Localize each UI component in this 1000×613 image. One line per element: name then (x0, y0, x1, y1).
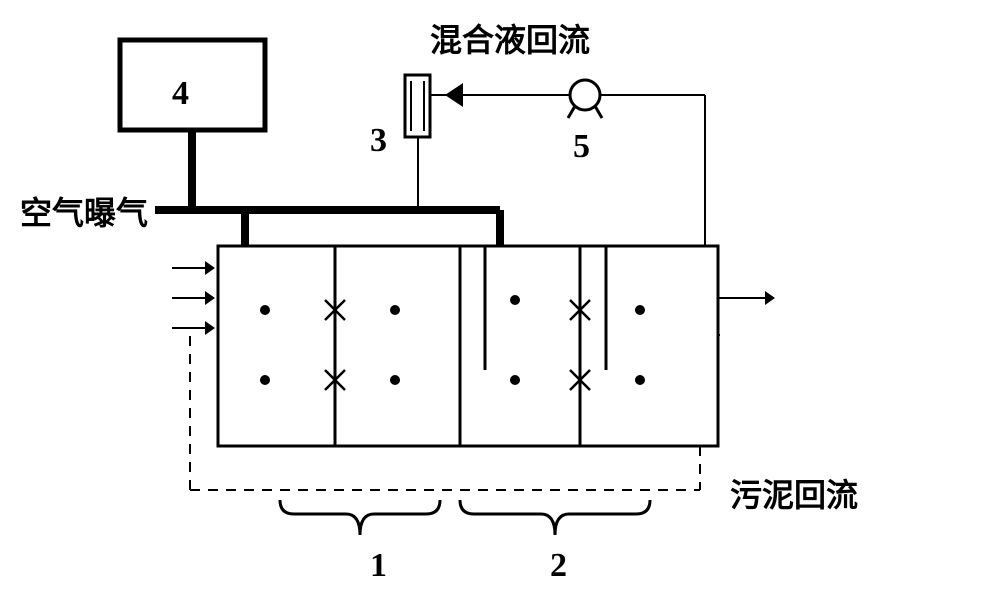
label-n4: 4 (172, 75, 189, 113)
label-n3: 3 (370, 122, 387, 160)
label-n5: 5 (573, 128, 590, 166)
diagram-canvas (0, 0, 1000, 613)
label-sludge_return: 污泥回流 (730, 470, 858, 516)
label-air_aeration: 空气曝气 (20, 188, 148, 234)
label-n2: 2 (550, 547, 567, 585)
label-n1: 1 (370, 547, 387, 585)
label-mixed_return: 混合液回流 (430, 15, 590, 61)
